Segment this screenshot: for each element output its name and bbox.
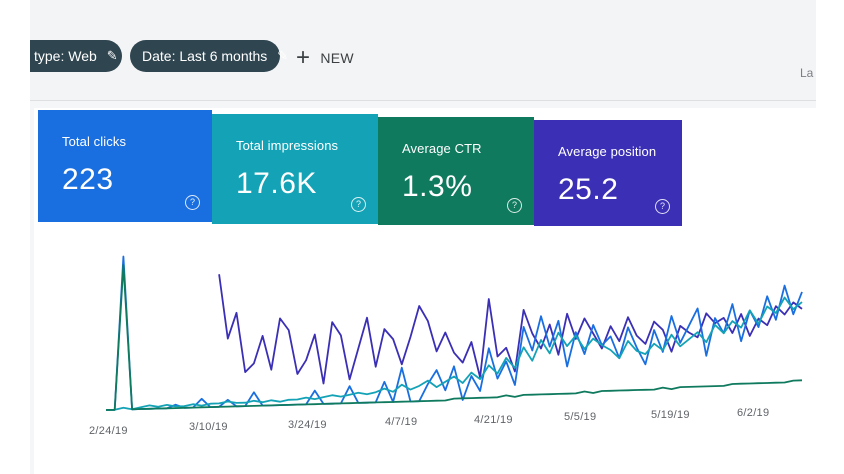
help-icon[interactable]: ?	[655, 199, 670, 214]
search-console-screen: type: Web ✎ Date: Last 6 months ✎ + NEW …	[30, 0, 816, 474]
performance-line-chart: 2/24/19 3/10/19 3/24/19 4/7/19 4/21/19 5…	[89, 255, 803, 437]
x-tick-label: 6/2/19	[737, 407, 769, 419]
edit-pencil-icon[interactable]: ✎	[277, 48, 289, 63]
performance-panel: Total clicks 223 ? Total impressions 17.…	[34, 108, 816, 474]
x-tick-label: 4/7/19	[385, 416, 417, 428]
help-icon[interactable]: ?	[507, 198, 522, 213]
date-range-label: Date: Last 6 months	[142, 48, 268, 64]
position-series-line	[218, 274, 803, 385]
help-icon[interactable]: ?	[351, 197, 366, 212]
x-axis-ticks: 2/24/19 3/10/19 3/24/19 4/7/19 4/21/19 5…	[89, 407, 769, 437]
clicks-series-line	[105, 255, 803, 411]
search-type-label: type: Web	[34, 48, 97, 64]
card-value: 25.2	[558, 173, 619, 206]
cut-off-label: La	[800, 66, 814, 80]
card-label: Total clicks	[62, 134, 127, 149]
card-value: 223	[62, 163, 114, 196]
card-label: Average CTR	[402, 141, 482, 156]
average-ctr-card[interactable]: Average CTR 1.3% ?	[378, 117, 534, 225]
x-tick-label: 5/19/19	[651, 409, 690, 421]
x-tick-label: 3/24/19	[288, 419, 327, 431]
impressions-series-line	[105, 296, 803, 411]
help-icon[interactable]: ?	[185, 195, 200, 210]
x-tick-label: 5/5/19	[564, 411, 596, 423]
new-filter-button[interactable]: + NEW	[296, 44, 354, 72]
new-filter-label: NEW	[320, 50, 354, 66]
card-label: Total impressions	[236, 138, 339, 153]
plus-icon: +	[296, 44, 311, 71]
filter-bar: type: Web ✎ Date: Last 6 months ✎ + NEW …	[30, 0, 816, 101]
x-tick-label: 2/24/19	[89, 425, 128, 437]
search-type-chip[interactable]: type: Web ✎	[30, 40, 122, 72]
ctr-series-line	[105, 264, 803, 411]
card-value: 1.3%	[402, 170, 473, 203]
x-tick-label: 3/10/19	[189, 421, 228, 433]
edit-pencil-icon[interactable]: ✎	[106, 48, 118, 63]
total-impressions-card[interactable]: Total impressions 17.6K ?	[212, 114, 378, 224]
average-position-card[interactable]: Average position 25.2 ?	[534, 120, 682, 226]
card-label: Average position	[558, 144, 657, 159]
date-range-chip[interactable]: Date: Last 6 months ✎	[130, 40, 288, 72]
series-layer	[105, 255, 803, 411]
card-value: 17.6K	[236, 167, 317, 200]
x-tick-label: 4/21/19	[474, 414, 513, 426]
total-clicks-card[interactable]: Total clicks 223 ?	[38, 110, 212, 222]
